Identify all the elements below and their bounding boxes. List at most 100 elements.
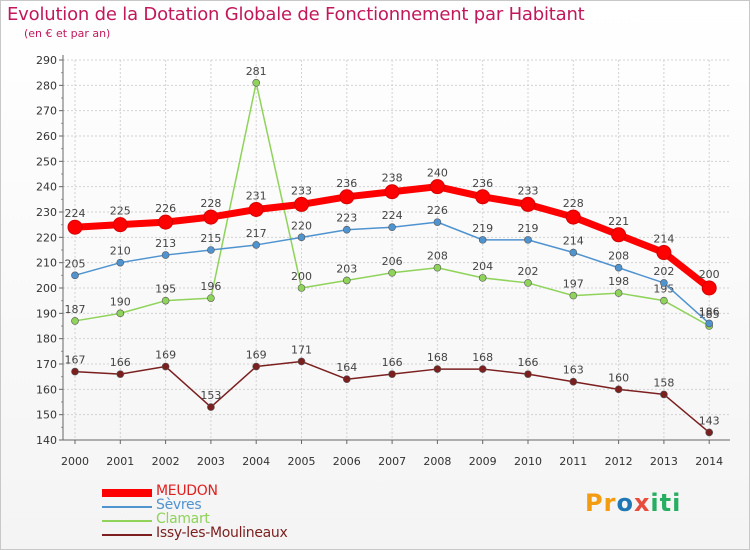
data-point (565, 209, 581, 225)
chart-subtitle: (en € et par an) (24, 27, 111, 40)
data-label: 195 (155, 283, 176, 296)
y-tick-label: 270 (36, 105, 57, 118)
data-point (433, 365, 442, 373)
data-label: 231 (246, 189, 267, 202)
chart-title: Evolution de la Dotation Globale de Fonc… (7, 4, 585, 25)
data-point (71, 317, 79, 325)
data-label: 210 (110, 245, 131, 258)
data-point (478, 365, 487, 373)
data-label: 143 (699, 414, 720, 427)
data-point (524, 279, 532, 287)
y-tick-label: 160 (36, 383, 57, 396)
data-label: 169 (155, 349, 176, 362)
data-point (433, 218, 442, 226)
y-tick-label: 140 (36, 434, 57, 447)
logo-letter: o (616, 489, 634, 517)
data-label: 167 (65, 354, 86, 367)
x-tick-label: 2010 (514, 455, 542, 468)
data-label: 225 (110, 205, 131, 218)
data-label: 238 (382, 172, 403, 185)
data-point (524, 370, 532, 378)
data-point (339, 189, 355, 205)
data-label: 226 (427, 204, 448, 217)
data-point (342, 375, 351, 384)
data-point (388, 370, 396, 378)
data-point (569, 291, 578, 300)
data-point (161, 296, 170, 305)
y-tick-label: 180 (36, 333, 57, 346)
data-point (252, 79, 261, 87)
legend-swatch (102, 489, 152, 497)
data-label: 281 (246, 65, 267, 78)
y-tick-label: 240 (36, 181, 57, 194)
x-tick-label: 2003 (197, 455, 225, 468)
data-point (478, 274, 487, 282)
data-point (384, 184, 400, 200)
data-point (569, 377, 578, 386)
y-tick-label: 280 (36, 79, 57, 92)
data-point (524, 236, 532, 244)
logo-letter: i (650, 489, 660, 517)
y-tick-label: 250 (36, 155, 57, 168)
x-tick-label: 2012 (605, 455, 633, 468)
data-point (342, 225, 351, 234)
x-tick-label: 2009 (469, 455, 497, 468)
logo-letter: t (659, 489, 673, 517)
data-label: 185 (699, 308, 720, 321)
data-label: 200 (699, 268, 720, 281)
data-label: 226 (155, 202, 176, 215)
x-tick-label: 2008 (423, 455, 451, 468)
x-tick-label: 2000 (61, 455, 89, 468)
data-label: 166 (110, 356, 131, 369)
legend-swatch (102, 520, 152, 522)
data-point (116, 309, 125, 318)
logo-letter: P (585, 489, 604, 517)
data-label: 205 (65, 257, 86, 270)
data-label: 190 (110, 295, 131, 308)
data-point (116, 370, 125, 378)
data-label: 163 (563, 364, 584, 377)
data-label: 187 (65, 303, 86, 316)
x-tick-label: 2006 (333, 455, 361, 468)
data-label: 228 (200, 197, 221, 210)
logo-letter: i (672, 489, 682, 517)
legend-label: MEUDON (156, 483, 218, 499)
data-point (701, 280, 717, 296)
data-label: 166 (518, 356, 539, 369)
data-label: 223 (336, 212, 357, 225)
data-point (705, 428, 714, 437)
data-label: 213 (155, 237, 176, 250)
data-label: 197 (563, 278, 584, 291)
logo-letter: x (633, 489, 651, 517)
data-point (297, 233, 306, 242)
data-label: 166 (382, 356, 403, 369)
data-point (614, 385, 623, 394)
data-label: 214 (563, 235, 584, 248)
data-point (252, 241, 261, 249)
data-label: 236 (336, 177, 357, 190)
data-label: 198 (608, 275, 629, 288)
legend-label: Clamart (156, 511, 210, 527)
legend-swatch (102, 534, 152, 536)
data-label: 214 (653, 233, 674, 246)
data-label: 204 (472, 260, 493, 273)
data-label: 203 (336, 262, 357, 275)
data-label: 202 (653, 265, 674, 278)
data-label: 153 (200, 389, 221, 402)
data-point (252, 362, 261, 371)
y-tick-label: 210 (36, 257, 57, 270)
data-label: 219 (518, 222, 539, 235)
logo-letter: r (603, 489, 617, 517)
data-point (161, 251, 170, 259)
data-label: 202 (518, 265, 539, 278)
data-point (611, 227, 627, 243)
data-label: 215 (200, 232, 221, 245)
legend-label: Issy-les-Moulineaux (156, 525, 288, 541)
data-label: 233 (518, 184, 539, 197)
data-label: 221 (608, 215, 629, 228)
y-tick-label: 220 (36, 231, 57, 244)
y-tick-label: 200 (36, 282, 57, 295)
data-label: 224 (382, 209, 403, 222)
y-tick-label: 230 (36, 206, 57, 219)
